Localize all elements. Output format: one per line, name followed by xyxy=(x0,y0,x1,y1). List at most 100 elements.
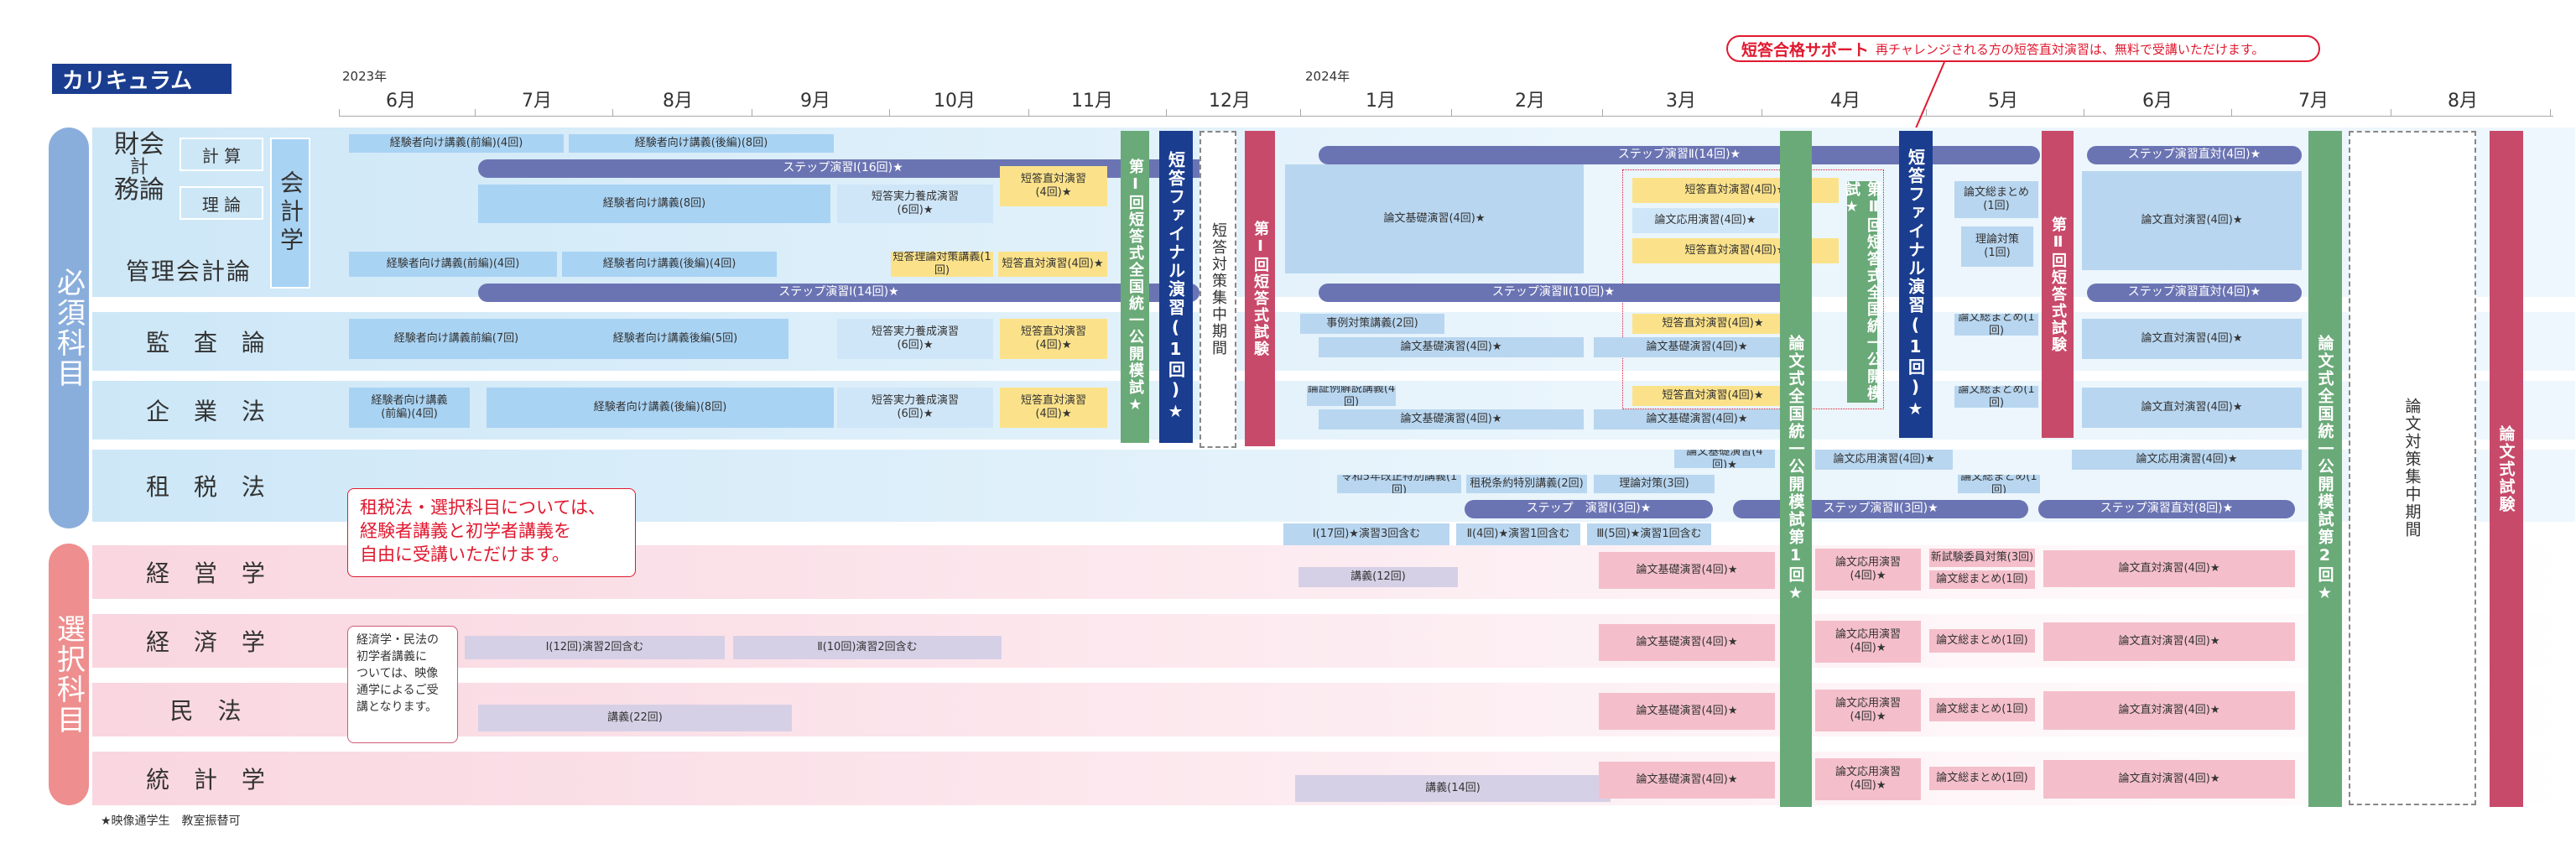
month-tick xyxy=(1602,109,1603,117)
bar-e6: 論文基礎演習(4回)★ xyxy=(1319,409,1584,429)
bar-d3: 短答実力養成演習 (6回)★ xyxy=(837,319,993,359)
bar-c3: 短答理論対策講義(1回) xyxy=(891,252,993,277)
bar-f10: ステップ演習直対(8回)★ xyxy=(2038,500,2295,518)
month-14: 7月 xyxy=(2298,91,2329,112)
bar-g3: 論文応用演習 (4回)★ xyxy=(1815,549,1921,591)
month-7: 12月 xyxy=(1209,91,1251,112)
bar-j3: 論文応用演習 (4回)★ xyxy=(1815,758,1921,800)
bar-f11: Ⅰ(17回)★演習3回含む xyxy=(1283,523,1449,545)
vbar-ronmoshi1: 論文式全国統一公開模試第1回★ xyxy=(1780,131,1812,807)
month-8: 1月 xyxy=(1366,91,1396,112)
bar-d1: 経験者向け講義前編(7回) xyxy=(349,319,564,359)
month-4: 9月 xyxy=(800,91,830,112)
bar-b13: 理論対策 (1回) xyxy=(1961,226,2033,267)
note-footer: ★映像通学生 教室振替可 xyxy=(101,815,241,828)
year-2024-label: 2024年 xyxy=(1305,69,1350,84)
month-tick xyxy=(1451,109,1452,117)
bar-f3: 論文応用演習(4回)★ xyxy=(2072,450,2302,470)
bar-b7: 論文基礎演習(4回)★ xyxy=(1285,164,1584,273)
month-tick xyxy=(1028,109,1029,117)
bar-e1: 経験者向け講義 (前編)(4回) xyxy=(349,388,470,428)
support-label: 短答合格サポート xyxy=(1741,40,1870,60)
bar-h3: 論文基礎演習(4回)★ xyxy=(1599,624,1775,661)
month-10: 3月 xyxy=(1666,91,1696,112)
bar-d4: 短答直対演習 (4回)★ xyxy=(1000,319,1107,359)
bar-b12: 論文総まとめ (1回) xyxy=(1954,181,2038,218)
month-tick xyxy=(612,109,613,117)
page-title: カリキュラム xyxy=(52,64,232,94)
month-2: 7月 xyxy=(522,91,552,112)
bar-c7: ステップ演習直対(4回)★ xyxy=(2087,284,2302,302)
group-required: 必須科目 xyxy=(49,128,89,528)
bar-g6: 論文直対演習(4回)★ xyxy=(2043,550,2295,587)
bar-d5: 事例対策講義(2回) xyxy=(1300,314,1444,334)
bar-h4: 論文応用演習 (4回)★ xyxy=(1815,621,1921,663)
vbar-ronshuchu: 論文対策集中期間 xyxy=(2349,131,2476,805)
bar-j1: 講義(14回) xyxy=(1295,775,1611,802)
bar-e5: 論証例解説講義(4回) xyxy=(1307,386,1396,406)
bar-d2: 経験者向け講義後編(5回) xyxy=(562,319,788,359)
bar-f7: 理論対策(3回) xyxy=(1594,475,1715,493)
bar-b2: 経験者向け講義(後編)(8回) xyxy=(569,134,834,153)
vbar-final1: 短答ファイナル演習(1回)★ xyxy=(1159,131,1193,443)
subject-kansa: 監 査 論 xyxy=(146,329,273,357)
bar-i2: 論文基礎演習(4回)★ xyxy=(1599,693,1775,730)
subject-zaimu: 財会 計 務論 xyxy=(101,131,178,232)
subject-kigyo: 企 業 法 xyxy=(146,398,273,425)
bar-d7: 短答直対演習(4回)★ xyxy=(1632,314,1793,334)
subject-zaimu-line3: 務論 xyxy=(114,175,164,205)
bar-j4: 論文総まとめ(1回) xyxy=(1929,767,2035,790)
bar-c4: 短答直対演習(4回)★ xyxy=(998,252,1107,277)
bar-h2: Ⅱ(10回)演習2回含む xyxy=(733,636,1002,659)
month-tick xyxy=(889,109,890,117)
bar-b15: 論文直対演習(4回)★ xyxy=(2082,171,2302,270)
bar-e8: 論文基礎演習(4回)★ xyxy=(1594,409,1800,429)
bar-f8: ステップ 演習Ⅰ(3回)★ xyxy=(1465,500,1713,518)
note-keizai: 経済学・民法の 初学者講義に ついては、映像 通学によるご受 講となります。 xyxy=(347,626,458,743)
subject-zaimu-line2: 計 xyxy=(129,157,148,178)
year-2023-label: 2023年 xyxy=(342,69,388,84)
bar-f1: 論文基礎演習(4回)★ xyxy=(1674,450,1775,468)
bar-i1: 講義(22回) xyxy=(478,705,792,731)
bar-d9: 論文総まとめ(1回) xyxy=(1954,314,2038,336)
month-12: 5月 xyxy=(1988,91,2018,112)
bar-f12: Ⅱ(4回)★演習1回含む xyxy=(1456,523,1580,545)
month-11: 4月 xyxy=(1830,91,1860,112)
bar-e10: 論文直対演習(4回)★ xyxy=(2082,388,2302,428)
month-13: 6月 xyxy=(2142,91,2173,112)
subject-sozei: 租 税 法 xyxy=(146,473,273,501)
month-tick xyxy=(1166,109,1167,117)
bar-e4: 短答直対演習 (4回)★ xyxy=(1000,388,1107,428)
bar-g5: 論文総まとめ(1回) xyxy=(1929,570,2035,589)
month-tick xyxy=(2231,109,2232,117)
vbar-final2: 短答ファイナル演習(1回)★ xyxy=(1899,131,1933,438)
subject-tokei: 統 計 学 xyxy=(146,766,273,794)
subject-kaikeigaku: 会計学 xyxy=(270,138,310,289)
subject-keizai: 経 済 学 xyxy=(146,628,273,656)
support-text: 再チャレンジされる方の短答直対演習は、無料で受講いただけます。 xyxy=(1876,41,2265,57)
month-5: 10月 xyxy=(934,91,976,112)
vbar-moshi1: 第Ⅰ回短答式全国統一公開模試★ xyxy=(1121,131,1149,443)
bar-d8: 論文基礎演習(4回)★ xyxy=(1594,337,1800,357)
bar-e7: 短答直対演習(4回)★ xyxy=(1632,386,1793,406)
bar-i3: 論文応用演習 (4回)★ xyxy=(1815,690,1921,731)
bar-i5: 論文直対演習(4回)★ xyxy=(2043,691,2295,730)
bar-b5: 短答実力養成演習 (6回)★ xyxy=(837,185,993,223)
month-6: 11月 xyxy=(1071,91,1113,112)
month-tick xyxy=(475,109,476,117)
bar-c2: 経験者向け講義(後編)(4回) xyxy=(562,252,777,277)
bar-b4: 経験者向け講義(8回) xyxy=(478,185,830,223)
month-tick xyxy=(2550,109,2551,117)
bar-j2: 論文基礎演習(4回)★ xyxy=(1599,762,1775,799)
bar-g1: 講義(12回) xyxy=(1298,567,1458,587)
vbar-moshi2: 第Ⅱ回短答式全国統一公開模試★ xyxy=(1843,181,1882,403)
bar-e9: 論文総まとめ(1回) xyxy=(1954,386,2038,408)
bar-f13: Ⅲ(5回)★演習1回含む xyxy=(1587,523,1711,545)
bar-b8: ステップ演習Ⅱ(14回)★ xyxy=(1319,146,2040,164)
timeline-axis xyxy=(339,116,2553,117)
bar-h1: Ⅰ(12回)演習2回含む xyxy=(465,636,725,659)
bar-e3: 短答実力養成演習 (6回)★ xyxy=(837,388,993,428)
bar-g4: 新試験委員対策(3回) xyxy=(1929,549,2035,567)
bar-i4: 論文総まとめ(1回) xyxy=(1929,698,2035,721)
